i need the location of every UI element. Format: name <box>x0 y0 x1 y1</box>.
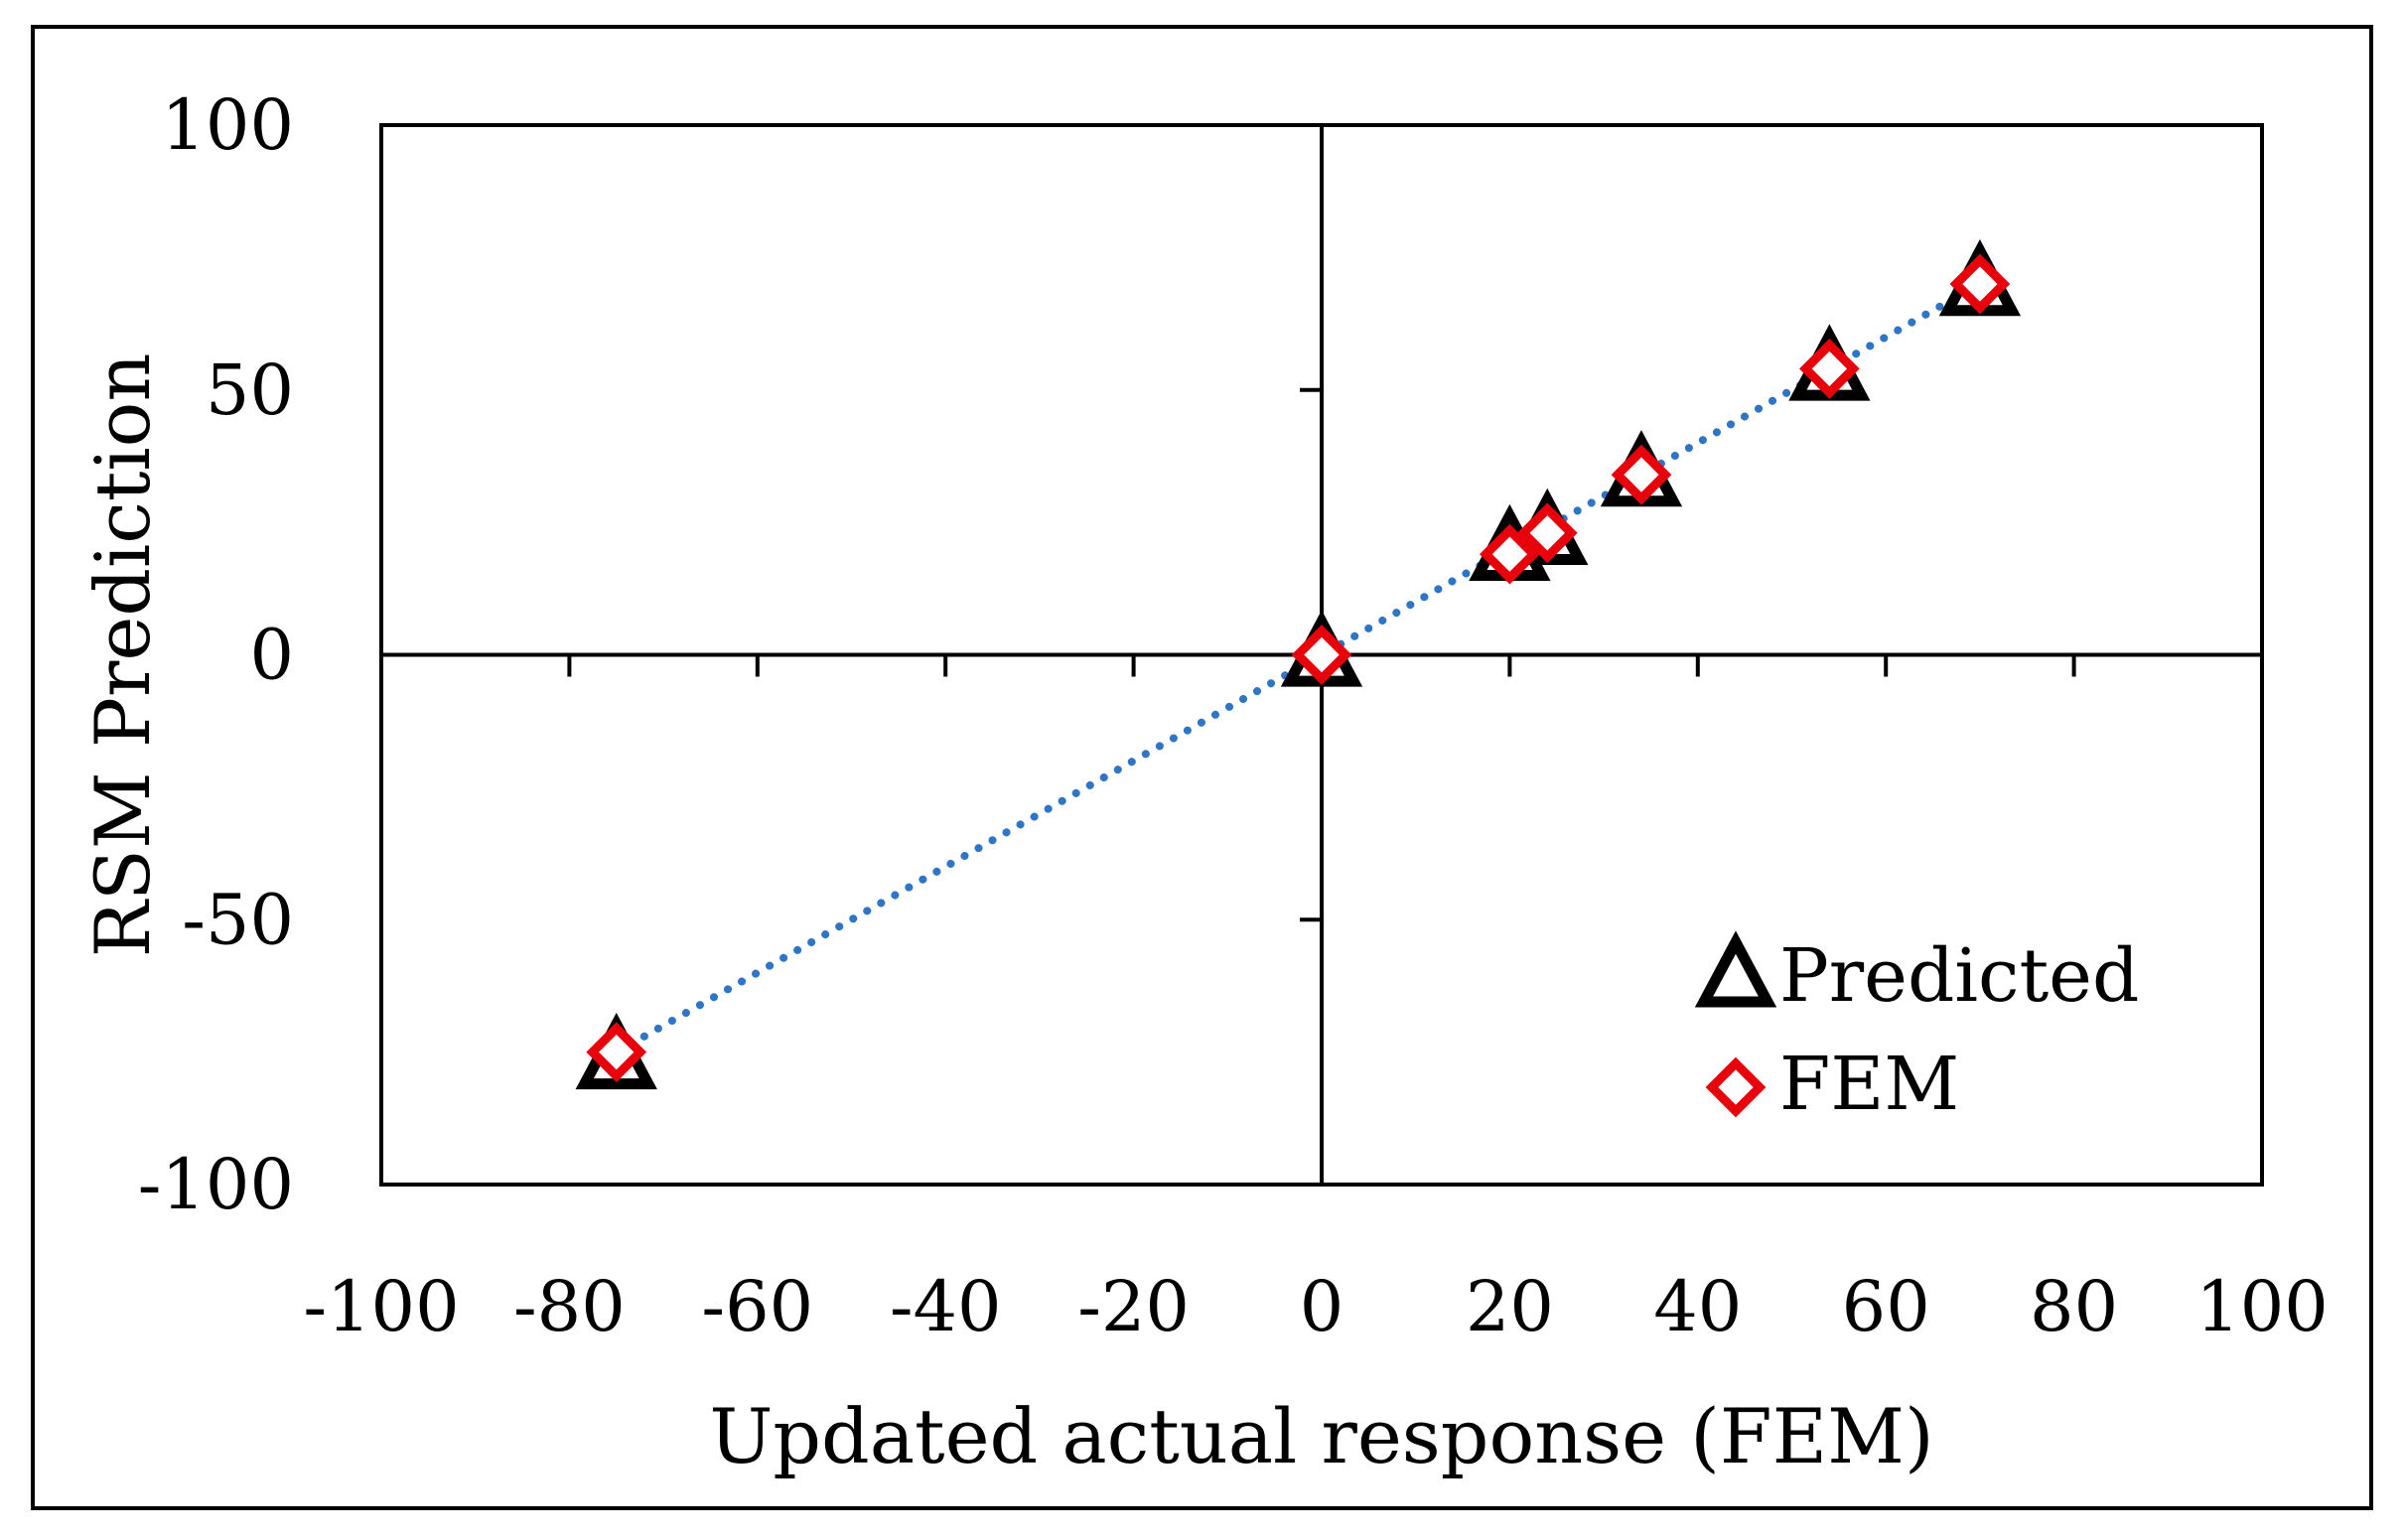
x-tick-label: -20 <box>1077 1266 1190 1347</box>
x-tick-label: 100 <box>2195 1266 2329 1347</box>
data-marks-group <box>575 239 2022 1090</box>
x-tick-label: 40 <box>1653 1266 1742 1347</box>
fem-point <box>1611 444 1672 505</box>
legend: Predicted FEM <box>1694 930 2139 1127</box>
fem-point <box>1291 625 1352 685</box>
x-tick-label: -60 <box>701 1266 813 1347</box>
fem-point <box>1949 253 2011 315</box>
x-tick-label: -80 <box>513 1266 626 1347</box>
y-tick-label: -50 <box>182 879 294 960</box>
x-tick-label: 60 <box>1842 1266 1930 1347</box>
fem-point <box>586 1022 647 1082</box>
x-tick-label: 80 <box>2030 1266 2118 1347</box>
x-axis-title: Updated actual response (FEM) <box>709 1392 1933 1480</box>
fem-point <box>1480 523 1540 585</box>
tick-labels-group: -100 -80 -60 -40 -20 0 20 40 60 80 100 100 50 0 -50 -10… <box>138 84 2329 1347</box>
fem-point <box>1516 502 1578 564</box>
x-tick-label: 20 <box>1466 1266 1554 1347</box>
x-tick-label: 0 <box>1300 1266 1344 1347</box>
legend-marker-predicted <box>1694 930 1777 1008</box>
x-tick-label: -100 <box>303 1266 459 1347</box>
y-tick-label: 100 <box>161 84 294 166</box>
y-axis-title: RSM Prediction <box>78 353 167 958</box>
legend-label-fem: FEM <box>1779 1042 1959 1127</box>
y-tick-label: -100 <box>138 1144 294 1225</box>
y-tick-label: 0 <box>249 615 294 696</box>
legend-marker-fem <box>1705 1056 1767 1118</box>
legend-label-predicted: Predicted <box>1779 933 2139 1019</box>
x-tick-label: -40 <box>890 1266 1002 1347</box>
legend-diamond-icon <box>1705 1056 1767 1118</box>
legend-triangle-icon <box>1694 930 1777 1008</box>
y-tick-label: 50 <box>206 350 294 431</box>
fem-point <box>1799 339 1860 399</box>
